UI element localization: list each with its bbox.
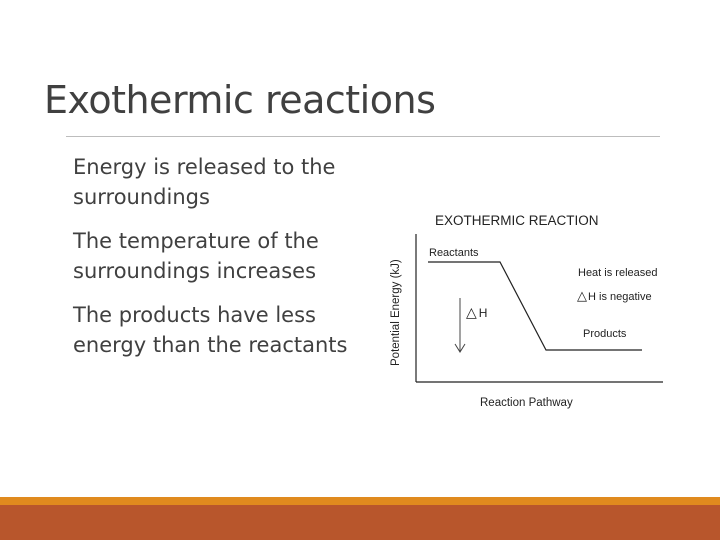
bullet-list: Energy is released to the surroundings T… (73, 152, 383, 374)
bullet-item: The temperature of the surroundings incr… (73, 229, 319, 283)
heat-released-label: Heat is released (578, 267, 658, 279)
x-axis-label: Reaction Pathway (480, 397, 573, 409)
diagram-title: EXOTHERMIC REACTION (435, 213, 599, 228)
footer-accent-stripe (0, 497, 720, 505)
title-divider (66, 136, 660, 137)
products-label: Products (583, 328, 627, 340)
slide-title: Exothermic reactions (44, 78, 436, 122)
energy-profile-line (428, 261, 642, 351)
bullet-item: Energy is released to the surroundings (73, 155, 336, 209)
reactants-label: Reactants (429, 247, 479, 259)
y-axis-label: Potential Energy (kJ) (390, 259, 402, 366)
exothermic-energy-diagram: EXOTHERMIC REACTION Potential Energy (kJ… (384, 206, 674, 420)
delta-h-negative-label: △H is negative (577, 288, 652, 303)
delta-h-arrow-label: △ H (466, 304, 487, 320)
delta-h-arrowhead (454, 343, 466, 353)
bullet-item: The products have less energy than the r… (73, 303, 348, 357)
footer-band (0, 505, 720, 540)
